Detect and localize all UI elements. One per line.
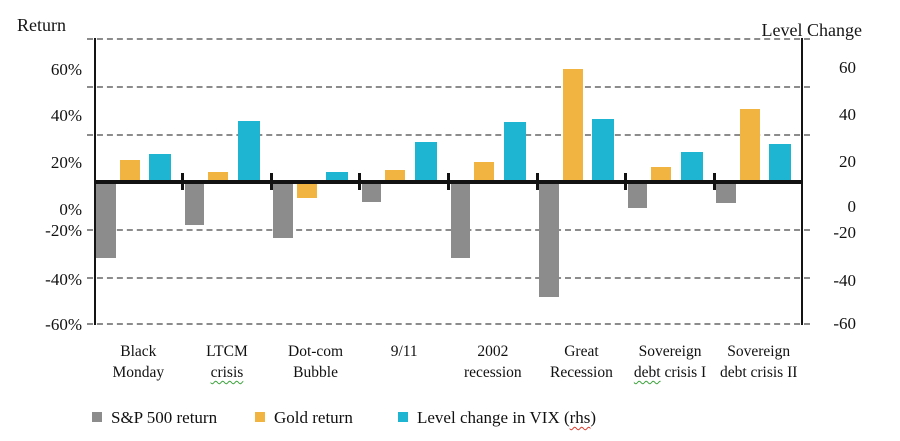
right-axis-title: Level Change bbox=[761, 20, 862, 40]
category-label-6: Great Recession bbox=[537, 341, 626, 383]
bar-sp500-2 bbox=[184, 181, 205, 225]
category-label-line2: Monday bbox=[112, 364, 165, 381]
bar-gold-2 bbox=[208, 171, 229, 182]
legend-item-gold: Gold return bbox=[255, 407, 353, 429]
category-label-4: 9/11 bbox=[360, 341, 449, 362]
left-tick-label: 60% bbox=[50, 60, 82, 79]
left-axis-title: Return bbox=[17, 15, 66, 35]
gridline--40 bbox=[87, 277, 810, 280]
bar-gold-5 bbox=[474, 162, 494, 182]
category-label-line1: Sovereign bbox=[727, 343, 791, 360]
bar-vix-2 bbox=[237, 120, 260, 182]
bar-sp500-7 bbox=[627, 181, 648, 208]
misspelled-word: crisis bbox=[210, 364, 244, 381]
bar-vix-3 bbox=[326, 171, 349, 182]
category-label-line1: Sovereign bbox=[638, 343, 702, 360]
bar-sp500-3 bbox=[273, 181, 293, 238]
category-tick bbox=[624, 173, 628, 190]
bar-vix-5 bbox=[503, 121, 526, 182]
left-tick-label: 40% bbox=[50, 106, 82, 125]
gridline--20 bbox=[87, 229, 810, 232]
left-tick-label: -40% bbox=[45, 270, 82, 289]
right-tick-label: 20 bbox=[839, 152, 856, 171]
category-tick bbox=[447, 173, 450, 190]
misspelled-word: rhs bbox=[569, 408, 591, 427]
plot-area bbox=[87, 38, 810, 325]
left-tick-label: -60% bbox=[45, 315, 82, 334]
bar-sp500-8 bbox=[716, 181, 736, 204]
left-tick-label: -20% bbox=[45, 221, 82, 240]
category-label-line1: LTCM bbox=[206, 343, 248, 360]
gridline-20 bbox=[87, 133, 810, 136]
bar-gold-8 bbox=[739, 108, 760, 182]
category-label-line2: Bubble bbox=[293, 364, 338, 381]
category-label-line1: Black bbox=[120, 343, 157, 360]
bar-gold-7 bbox=[651, 167, 672, 182]
bar-sp500-6 bbox=[539, 181, 559, 298]
category-tick bbox=[712, 173, 716, 190]
category-label-line2: recession bbox=[463, 364, 522, 381]
bar-gold-1 bbox=[119, 159, 140, 182]
category-label-line2: debt crisis I bbox=[633, 364, 707, 381]
category-tick bbox=[181, 173, 185, 190]
category-label-line2: debt crisis II bbox=[719, 364, 798, 381]
bar-sp500-1 bbox=[96, 181, 116, 259]
category-label-line1: Great bbox=[564, 343, 599, 360]
category-label-line1: 2002 bbox=[477, 343, 509, 360]
right-tick-label: -60 bbox=[833, 314, 856, 333]
left-tick-label: 20% bbox=[50, 153, 82, 172]
legend-swatch-gold bbox=[255, 412, 265, 422]
gridline-60 bbox=[87, 38, 810, 40]
category-label-line1: Dot-com bbox=[288, 343, 344, 360]
right-tick-label: 0 bbox=[847, 197, 857, 216]
legend-item-sp500: S&P 500 return bbox=[92, 407, 217, 429]
bar-vix-8 bbox=[769, 144, 792, 182]
right-tick-label: 40 bbox=[839, 105, 856, 124]
category-label-7: Sovereign debt crisis I bbox=[626, 341, 715, 383]
right-tick-label: -40 bbox=[833, 271, 856, 290]
gridline-40 bbox=[87, 85, 810, 88]
category-tick bbox=[358, 173, 362, 190]
bar-vix-1 bbox=[149, 153, 171, 182]
category-label-line2: Recession bbox=[550, 364, 613, 381]
bar-sp500-5 bbox=[450, 181, 470, 259]
bar-gold-6 bbox=[562, 69, 583, 182]
category-label-5: 2002 recession bbox=[449, 341, 538, 383]
legend-item-vix: Level change in VIX (rhs) bbox=[398, 407, 596, 429]
category-label-line2: crisis bbox=[183, 362, 272, 383]
bar-sp500-4 bbox=[361, 181, 382, 202]
bar-vix-7 bbox=[680, 151, 703, 182]
category-tick bbox=[535, 173, 539, 190]
bar-vix-4 bbox=[414, 142, 437, 182]
left-tick-label: 0% bbox=[59, 200, 82, 219]
category-label-8: Sovereign debt crisis II bbox=[714, 341, 803, 383]
category-label-2: LTCM crisis bbox=[183, 341, 272, 383]
category-label-3: Dot-com Bubble bbox=[271, 341, 360, 383]
right-tick-label: 60 bbox=[839, 58, 856, 77]
bar-gold-4 bbox=[385, 169, 406, 182]
category-label-1: Black Monday bbox=[94, 341, 183, 383]
misspelled-word: debt bbox=[633, 364, 661, 381]
bar-vix-6 bbox=[592, 119, 615, 182]
right-tick-label: -20 bbox=[833, 223, 856, 242]
bar-gold-3 bbox=[296, 181, 317, 199]
category-tick bbox=[269, 173, 273, 190]
legend-swatch-sp500 bbox=[92, 412, 102, 422]
category-label-line1: 9/11 bbox=[390, 343, 418, 360]
gridline--60 bbox=[87, 323, 810, 325]
legend-swatch-vix bbox=[398, 412, 408, 422]
